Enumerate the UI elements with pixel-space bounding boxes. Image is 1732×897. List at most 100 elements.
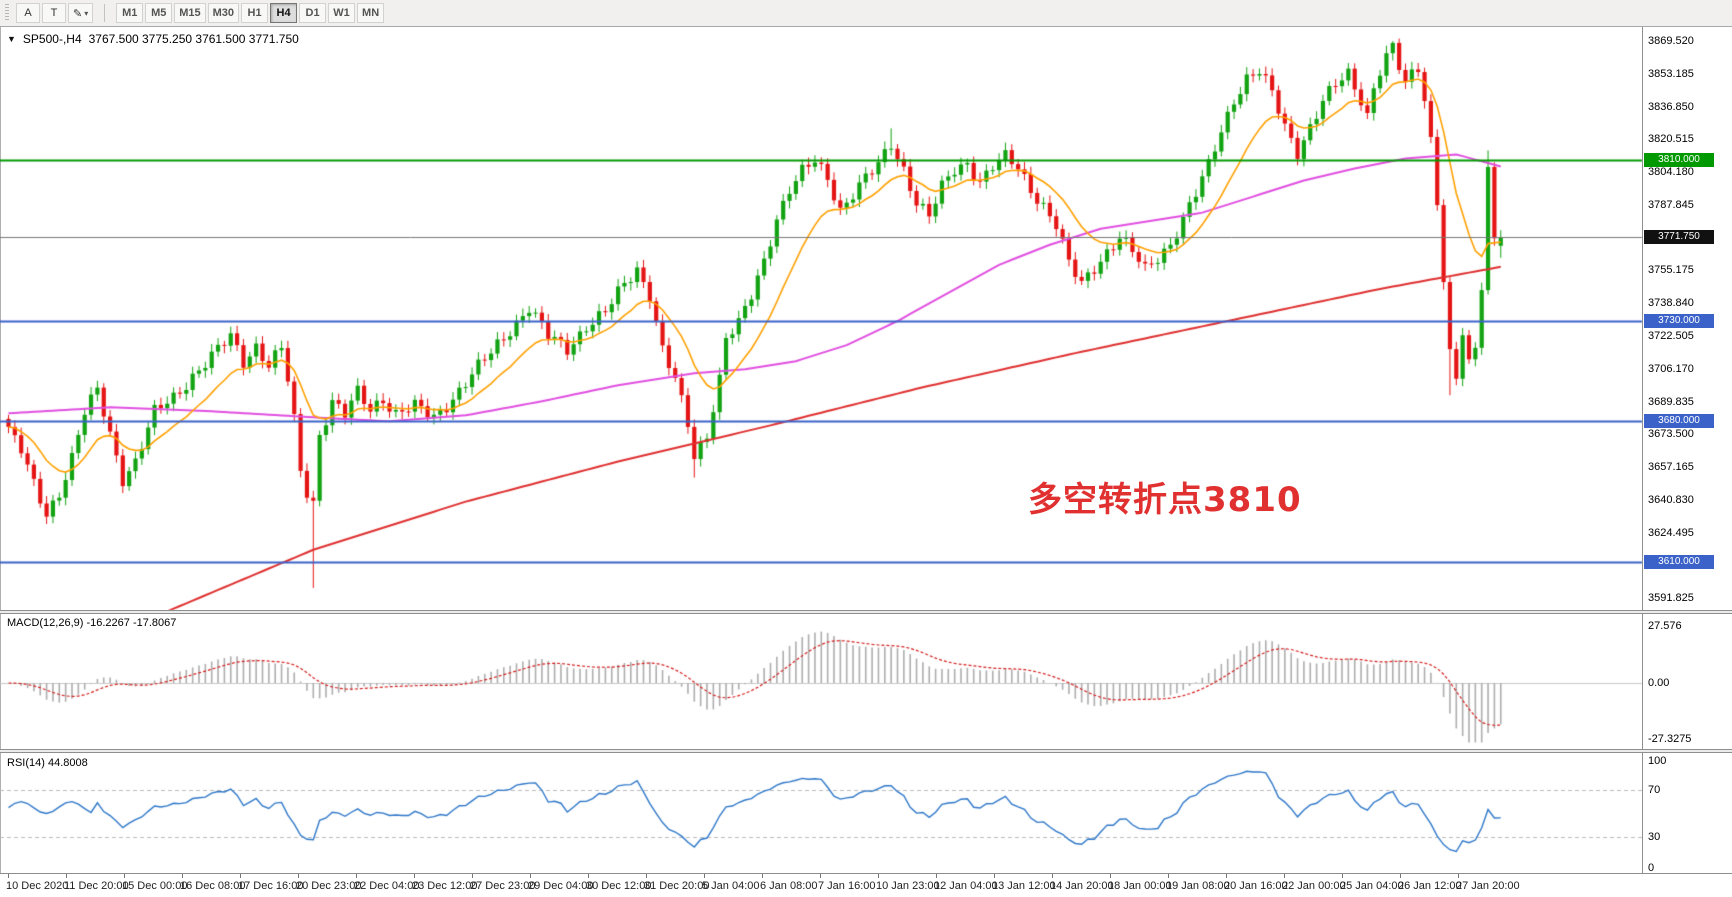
price-badge-3771-750: 3771.750 — [1644, 230, 1714, 245]
time-axis-label: 26 Jan 12:00 — [1398, 880, 1462, 892]
time-axis-tick — [820, 874, 821, 878]
time-axis-tick — [182, 874, 183, 878]
styles-tool-button[interactable]: ✎ ▾ — [68, 3, 94, 23]
time-axis-tick — [762, 874, 763, 878]
time-axis-label: 27 Jan 20:00 — [1456, 880, 1520, 892]
timeframe-w1-button[interactable]: W1 — [328, 3, 356, 23]
time-axis-label: 16 Dec 08:00 — [180, 880, 246, 892]
time-axis-label: 10 Jan 23:00 — [876, 880, 940, 892]
time-axis-label: 14 Jan 20:00 — [1050, 880, 1114, 892]
time-axis-label: 13 Jan 12:00 — [992, 880, 1056, 892]
time-axis-label: 25 Jan 04:00 — [1340, 880, 1404, 892]
time-axis-label: 20 Dec 23:00 — [296, 880, 362, 892]
macd-label: MACD(12,26,9) -16.2267 -17.8067 — [7, 617, 177, 629]
rsi-label: RSI(14) 44.8008 — [7, 757, 88, 769]
price-axis-label: 3591.825 — [1648, 592, 1694, 605]
time-axis-tick — [1168, 874, 1169, 878]
time-axis-label: 18 Jan 00:00 — [1108, 880, 1172, 892]
time-axis-tick — [530, 874, 531, 878]
price-axis-label: 3722.505 — [1648, 330, 1694, 343]
rsi-axis-label: 70 — [1648, 783, 1661, 796]
toolbar: A T ✎ ▾ M1 M5 M15 M30 H1 H4 D1 W1 MN — [0, 0, 1732, 27]
time-axis-tick — [66, 874, 67, 878]
price-axis-label: 3657.165 — [1648, 461, 1694, 474]
time-axis-label: 6 Jan 08:00 — [760, 880, 818, 892]
ohlc-values: 3767.500 3775.250 3761.500 3771.750 — [88, 32, 299, 46]
pane-separator[interactable] — [0, 749, 1732, 753]
price-axis-label: 3787.845 — [1648, 198, 1694, 211]
time-axis[interactable]: 10 Dec 2020 11 Dec 20:00 15 Dec 00:00 16 De… — [0, 873, 1732, 897]
toolbar-separator — [104, 4, 106, 22]
price-badge-3730-000: 3730.000 — [1644, 314, 1714, 328]
time-axis-tick — [646, 874, 647, 878]
chevron-down-icon: ▾ — [84, 8, 89, 18]
time-axis-label: 23 Dec 12:00 — [412, 880, 478, 892]
time-axis-label: 30 Dec 12:00 — [586, 880, 652, 892]
macd-axis-label: 27.576 — [1648, 620, 1682, 633]
price-axis-label: 3804.180 — [1648, 166, 1694, 179]
time-axis-tick — [704, 874, 705, 878]
timeframe-m15-button[interactable]: M15 — [174, 3, 206, 23]
time-axis-label: 29 Dec 04:00 — [528, 880, 594, 892]
price-axis-label: 3706.170 — [1648, 362, 1694, 375]
time-axis-tick — [994, 874, 995, 878]
price-badge-3680-000: 3680.000 — [1644, 414, 1714, 429]
time-axis-tick — [1284, 874, 1285, 878]
timeframe-m1-button[interactable]: M1 — [116, 3, 144, 23]
price-axis-label: 3820.515 — [1648, 133, 1694, 146]
arrow-tool-button[interactable]: A — [16, 3, 40, 23]
time-axis-label: 10 Dec 2020 — [6, 880, 69, 892]
time-axis-label: 5 Jan 04:00 — [702, 880, 760, 892]
price-axis-label: 3836.850 — [1648, 100, 1694, 113]
rsi-axis-label: 30 — [1648, 831, 1661, 844]
pane-separator[interactable] — [0, 610, 1732, 614]
timeframe-h4-button[interactable]: H4 — [270, 3, 298, 23]
macd-axis-label: -27.3275 — [1648, 733, 1692, 746]
price-axis-label: 3853.185 — [1648, 67, 1694, 80]
text-tool-button[interactable]: T — [42, 3, 66, 23]
timeframe-d1-button[interactable]: D1 — [299, 3, 327, 23]
time-axis-tick — [240, 874, 241, 878]
price-axis-label: 3640.830 — [1648, 493, 1694, 506]
timeframe-m5-button[interactable]: M5 — [145, 3, 173, 23]
tool-buttons-group: A T ✎ ▾ — [16, 3, 94, 23]
time-axis-label: 19 Jan 08:00 — [1166, 880, 1230, 892]
price-axis-label: 3869.520 — [1648, 35, 1694, 47]
price-badge-3610-000: 3610.000 — [1644, 554, 1714, 569]
price-axis-label: 3738.840 — [1648, 297, 1694, 310]
chart-menu-icon[interactable]: ▼ — [7, 34, 16, 44]
time-axis-label: 12 Jan 04:00 — [934, 880, 998, 892]
chart-title: ▼ SP500-,H4 3767.500 3775.250 3761.500 3… — [7, 32, 299, 46]
price-axis[interactable]: 3869.520 3853.185 3836.850 3820.515 3804.180… — [1642, 27, 1732, 874]
timeframe-h1-button[interactable]: H1 — [241, 3, 269, 23]
price-axis-label: 3673.500 — [1648, 428, 1694, 441]
time-axis-tick — [1052, 874, 1053, 878]
time-axis-tick — [8, 874, 9, 878]
time-axis-tick — [356, 874, 357, 878]
price-badge-3810-000: 3810.000 — [1644, 153, 1714, 168]
rsi-axis-label: 100 — [1648, 755, 1667, 767]
time-axis-tick — [588, 874, 589, 878]
time-axis-label: 11 Dec 20:00 — [64, 880, 129, 892]
time-axis-tick — [124, 874, 125, 878]
time-axis-tick — [1458, 874, 1459, 878]
symbol-timeframe-label: SP500-,H4 — [22, 32, 82, 46]
price-axis-label: 3689.835 — [1648, 395, 1694, 408]
time-axis-label: 22 Dec 04:00 — [354, 880, 420, 892]
time-axis-tick — [878, 874, 879, 878]
timeframe-m30-button[interactable]: M30 — [207, 3, 240, 23]
time-axis-label: 17 Dec 16:00 — [238, 880, 304, 892]
toolbar-grip[interactable] — [5, 4, 9, 22]
time-axis-tick — [1226, 874, 1227, 878]
timeframe-buttons-group: M1 M5 M15 M30 H1 H4 D1 W1 MN — [116, 3, 385, 23]
time-axis-label: 27 Dec 23:00 — [470, 880, 536, 892]
macd-axis-label: 0.00 — [1648, 677, 1670, 689]
annotation-text[interactable]: 多空转折点3810 — [1028, 480, 1302, 520]
price-axis-label: 3624.495 — [1648, 526, 1694, 539]
time-axis-tick — [472, 874, 473, 878]
time-axis-tick — [1110, 874, 1111, 878]
time-axis-tick — [298, 874, 299, 878]
timeframe-mn-button[interactable]: MN — [357, 3, 385, 23]
